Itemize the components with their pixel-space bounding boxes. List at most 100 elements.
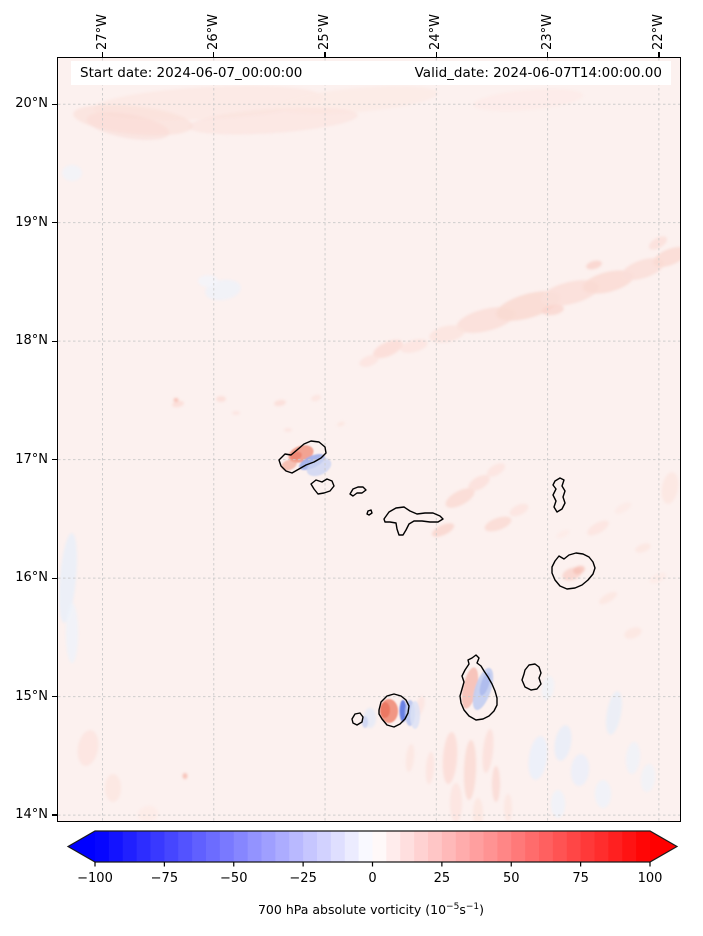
island-outline-santa-luzia <box>349 486 367 497</box>
vorticity-shade-patch <box>182 773 188 779</box>
colorbar-segment <box>566 831 582 862</box>
vorticity-shade-patch <box>232 411 240 415</box>
x-tick-mark <box>101 52 104 57</box>
vorticity-shade-patch <box>509 503 529 517</box>
ocean-background <box>58 58 680 821</box>
vorticity-shade-patch <box>599 591 617 605</box>
y-tick-label: 19°N <box>15 214 48 230</box>
vorticity-shade-patch <box>274 399 286 407</box>
island-outline-brava <box>351 712 364 726</box>
vorticity-shade-patch <box>528 736 548 780</box>
colorbar-segment <box>441 831 457 862</box>
vorticity-shade-patch <box>425 752 435 784</box>
vorticity-shade-patch <box>473 88 583 112</box>
y-tick-mark <box>52 340 57 342</box>
colorbar-label: 700 hPa absolute vorticity (10−5s−1) <box>60 902 682 917</box>
valid-date-label: Valid_date: 2024-06-07T14:00:00.00 <box>414 65 662 81</box>
colorbar-segment <box>178 831 193 862</box>
colorbar-segment <box>219 831 235 862</box>
island-outline-maio <box>521 663 542 691</box>
colorbar-segment <box>400 831 415 862</box>
y-tick-mark <box>52 814 57 816</box>
vorticity-shade-patch <box>450 783 462 821</box>
colorbar-extend-max-arrow <box>650 831 677 862</box>
island-outline-sal <box>552 477 566 513</box>
vorticity-shade-patch <box>62 165 82 181</box>
vorticity-dipole-patch <box>362 716 368 728</box>
colorbar-tick-label: 25 <box>434 871 451 886</box>
vorticity-dipole-patch <box>281 459 297 471</box>
colorbar-segment <box>469 831 484 862</box>
vorticity-shade-patch <box>429 325 465 343</box>
vorticity-shade-patch <box>661 472 679 504</box>
colorbar-segment <box>206 831 221 862</box>
vorticity-shade-patch <box>278 86 438 114</box>
vorticity-shade-patch <box>138 805 158 821</box>
vorticity-shade-patch <box>635 543 651 553</box>
vorticity-shade-patch <box>86 112 170 140</box>
island-outline-branco-raso-islet <box>366 509 373 516</box>
colorbar: −100 −75 −50 −25 0 25 50 75 100 <box>66 830 679 886</box>
x-tick-mark <box>546 52 549 57</box>
colorbar-segment <box>275 831 290 862</box>
island-outlines <box>278 440 596 728</box>
colorbar-segment <box>636 831 651 862</box>
vorticity-shade-patch <box>606 691 622 735</box>
colorbar-segment <box>386 831 401 862</box>
x-tick-mark <box>324 52 326 57</box>
y-tick-mark <box>52 695 57 698</box>
vorticity-dipole-patch <box>410 701 420 729</box>
colorbar-tick-label: 50 <box>503 871 520 886</box>
colorbar-label-unit: s <box>459 902 466 918</box>
colorbar-tick-label: 75 <box>572 871 589 886</box>
vorticity-shade-patch <box>173 398 179 402</box>
vorticity-shade-patch <box>463 740 477 800</box>
vorticity-shade-patch <box>504 794 512 821</box>
vorticity-shade-patch <box>400 339 428 353</box>
colorbar-label-suffix: ) <box>479 902 484 918</box>
y-tick-mark <box>52 577 57 579</box>
colorbar-segment <box>233 831 249 862</box>
vorticity-shade-patch <box>66 603 78 663</box>
colorbar-segment <box>122 831 138 862</box>
colorbar-segment <box>580 831 595 862</box>
colorbar-segment <box>247 831 262 862</box>
island-outline-boa-vista <box>551 552 596 590</box>
y-tick-mark <box>52 103 57 105</box>
colorbar-label-text: 700 hPa absolute vorticity (10 <box>257 902 447 918</box>
colorbar-segment <box>192 831 207 862</box>
colorbar-segment <box>428 831 443 862</box>
vorticity-shade-patch <box>492 766 500 802</box>
colorbar-segment <box>608 831 623 862</box>
vorticity-dipole-patch <box>380 702 390 718</box>
vorticity-shade-patch <box>582 270 634 294</box>
vorticity-shade-patch <box>573 565 585 575</box>
y-tick-label: 15°N <box>15 688 48 704</box>
colorbar-tick-label: 0 <box>368 871 376 886</box>
vorticity-shade-patch <box>625 742 641 774</box>
colorbar-segment <box>344 831 360 862</box>
colorbar-tick-label: 100 <box>638 871 663 886</box>
vorticity-shade-patch <box>468 475 490 491</box>
colorbar-tick-label: −25 <box>289 871 316 886</box>
vorticity-shade-patch <box>614 502 632 514</box>
colorbar-segment <box>622 831 637 862</box>
vorticity-shade-patch <box>653 246 680 268</box>
colorbar-segment <box>497 831 512 862</box>
colorbar-segment <box>261 831 276 862</box>
vorticity-shade-patch <box>337 421 345 427</box>
vorticity-shade-patch <box>551 790 565 818</box>
colorbar-segment <box>594 831 609 862</box>
vorticity-shade-patch <box>216 396 226 402</box>
vorticity-dipoles <box>281 445 494 729</box>
vorticity-dipole-patch <box>399 700 407 722</box>
colorbar-tick-label: −75 <box>151 871 178 886</box>
colorbar-segment <box>372 831 387 862</box>
colorbar-segment <box>136 831 151 862</box>
colorbar-gradient <box>95 831 651 862</box>
vorticity-shade-patch <box>554 725 572 761</box>
island-outline-fogo <box>378 693 410 728</box>
island-outline-santo-antao <box>278 440 327 474</box>
colorbar-segment <box>330 831 346 862</box>
